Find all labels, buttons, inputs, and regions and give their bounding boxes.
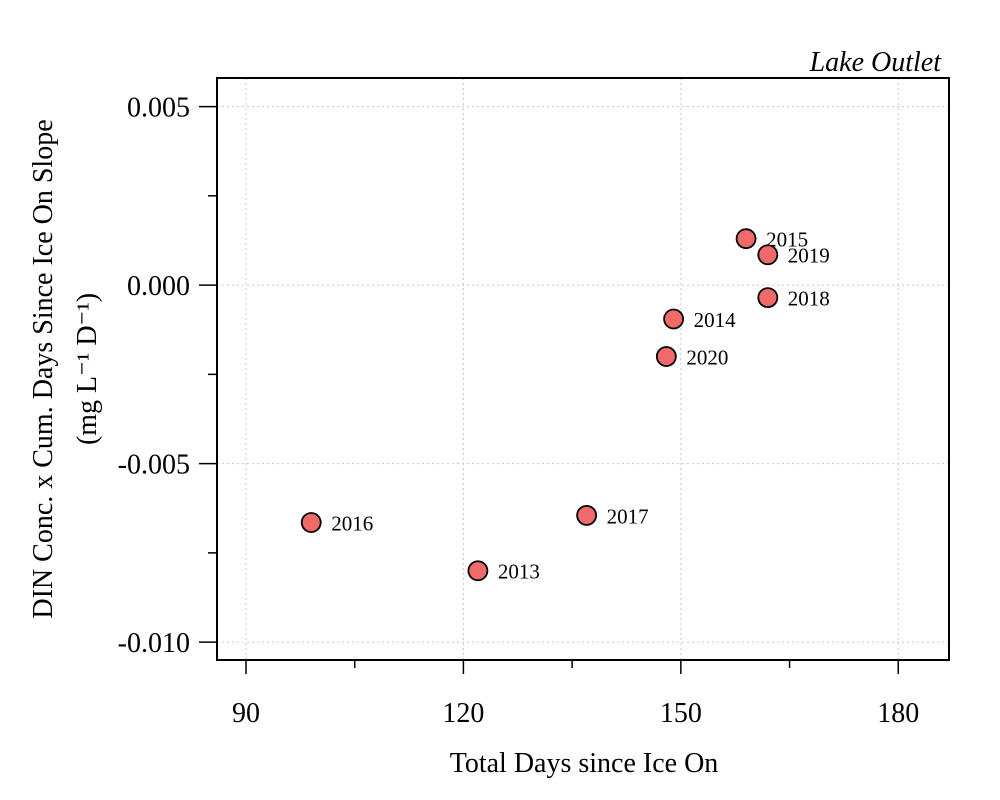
data-point-2016: [300, 512, 322, 533]
y-axis-title-line2: (mg L⁻¹ D⁻¹): [72, 293, 103, 445]
point-label-2016: 2016: [331, 512, 373, 536]
grid-lines: [217, 78, 949, 660]
y-tick-label: 0.005: [127, 93, 190, 124]
x-tick-label: 180: [877, 698, 919, 729]
y-tick-label: -0.010: [118, 628, 190, 659]
y-axis-title-line1: DIN Conc. x Cum. Days Since Ice On Slope: [28, 119, 59, 618]
data-point-2014: [663, 308, 684, 330]
point-label-2014: 2014: [694, 308, 737, 332]
x-axis-title: Total Days since Ice On: [450, 748, 719, 779]
point-label-2017: 2017: [607, 504, 649, 528]
point-label-2019: 2019: [788, 244, 830, 268]
point-label-2013: 2013: [498, 560, 540, 584]
data-point-2018: [757, 287, 779, 308]
data-point-2020: [655, 346, 677, 367]
axis-ticks: 90 120 150 180 0.005 0.000 -0.005 -0.010: [118, 93, 920, 729]
data-point-2015: [735, 228, 757, 250]
plot-frame: [216, 77, 950, 661]
y-tick-label: 0.000: [127, 271, 190, 302]
x-tick-label: 90: [232, 698, 260, 729]
y-tick-label: -0.005: [118, 450, 190, 481]
data-point-2017: [576, 504, 598, 526]
data-point-2019: [757, 244, 779, 266]
x-tick-label: 150: [660, 698, 702, 729]
point-label-2018: 2018: [788, 287, 830, 311]
point-label-2020: 2020: [686, 346, 728, 370]
panel-title: Lake Outlet: [809, 47, 943, 78]
x-tick-label: 120: [442, 698, 484, 729]
data-point-2013: [467, 560, 489, 582]
